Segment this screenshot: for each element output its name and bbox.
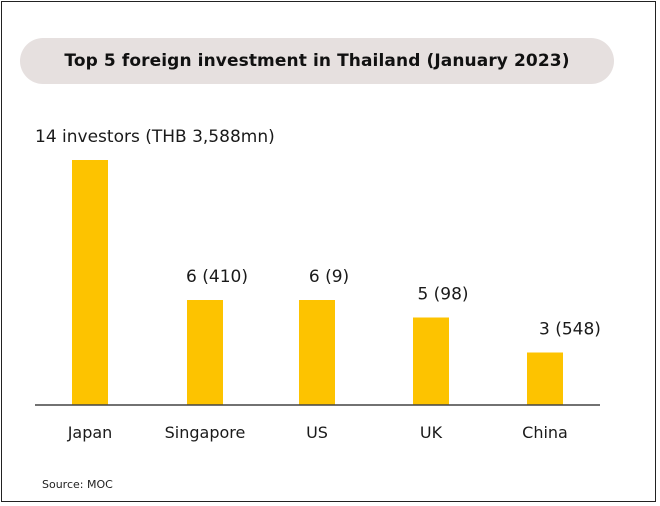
source-note: Source: MOC (42, 478, 113, 491)
bar-china (527, 352, 563, 405)
data-label-china: 3 (548) (539, 320, 601, 340)
data-label-singapore: 6 (410) (186, 267, 248, 287)
category-label-uk: UK (420, 423, 443, 442)
data-label-uk: 5 (98) (417, 285, 468, 305)
bar-us (299, 300, 335, 405)
category-label-japan: Japan (67, 423, 113, 442)
data-label-us: 6 (9) (309, 267, 349, 287)
bar-singapore (187, 300, 223, 405)
data-label-japan: 14 investors (THB 3,588mn) (35, 127, 275, 147)
category-label-china: China (522, 423, 568, 442)
bar-japan (72, 160, 108, 405)
category-label-singapore: Singapore (165, 423, 246, 442)
chart-title: Top 5 foreign investment in Thailand (Ja… (64, 51, 570, 71)
chart-title-banner: Top 5 foreign investment in Thailand (Ja… (20, 38, 614, 84)
category-label-us: US (306, 423, 328, 442)
bar-uk (413, 317, 449, 405)
